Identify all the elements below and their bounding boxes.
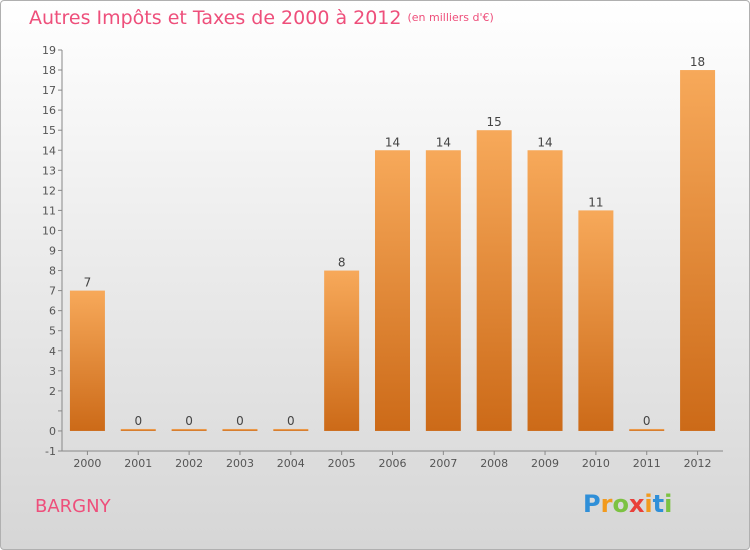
y-tick-label: 18	[42, 64, 56, 77]
x-tick-label: 2004	[277, 457, 305, 470]
y-tick-label: 4	[49, 345, 56, 358]
bar-value-label: 0	[134, 414, 142, 428]
logo-letter: P	[583, 490, 601, 518]
x-tick-label: 2001	[124, 457, 152, 470]
logo-letter: o	[612, 490, 629, 518]
bar-value-label: 7	[84, 276, 92, 290]
bar	[476, 130, 512, 431]
x-tick-label: 2008	[480, 457, 508, 470]
y-tick-label: 0	[49, 425, 56, 438]
bar	[425, 150, 461, 431]
bar	[69, 290, 105, 431]
bar	[629, 428, 665, 431]
y-tick-label: 16	[42, 104, 56, 117]
bar-value-label: 0	[643, 414, 651, 428]
y-tick-label: 13	[42, 164, 56, 177]
y-tick-label: 10	[42, 224, 56, 237]
y-tick-label: -1	[45, 445, 56, 458]
chart-unit: (en milliers d'€)	[407, 11, 494, 24]
x-tick-label: 2007	[429, 457, 457, 470]
proxiti-logo: Proxiti	[583, 490, 672, 518]
bar	[527, 150, 563, 431]
bar	[273, 428, 309, 431]
logo-letter: t	[652, 490, 665, 518]
bar-value-label: 14	[385, 135, 400, 149]
y-tick-label: 14	[42, 144, 56, 157]
y-tick-label: 5	[49, 325, 56, 338]
x-tick-label: 2006	[379, 457, 407, 470]
bar-value-label: 14	[537, 135, 552, 149]
chart-title: Autres Impôts et Taxes de 2000 à 2012 (en…	[29, 7, 494, 29]
bar-value-label: 0	[236, 414, 244, 428]
y-tick-label: 11	[42, 204, 56, 217]
y-tick-label: 9	[49, 245, 56, 258]
bar-value-label: 14	[436, 135, 451, 149]
logo-letter: x	[628, 490, 645, 518]
bar	[324, 270, 360, 431]
x-tick-label: 2012	[684, 457, 712, 470]
x-tick-label: 2010	[582, 457, 610, 470]
bar-value-label: 11	[588, 195, 603, 209]
bar	[680, 70, 716, 431]
y-tick-label: 8	[49, 265, 56, 278]
y-tick-label: 12	[42, 184, 56, 197]
bar-value-label: 8	[338, 256, 346, 270]
commune-name: BARGNY	[35, 496, 111, 517]
bar-value-label: 18	[690, 55, 705, 69]
y-tick-label: 17	[42, 84, 56, 97]
bar	[375, 150, 410, 431]
y-tick-label: 6	[49, 305, 56, 318]
x-tick-label: 2002	[175, 457, 203, 470]
logo-letter: r	[600, 490, 613, 518]
x-tick-label: 2011	[633, 457, 661, 470]
bar-value-label: 15	[487, 115, 502, 129]
bar-value-label: 0	[287, 414, 295, 428]
x-tick-label: 2005	[328, 457, 356, 470]
y-tick-label: 2	[49, 385, 56, 398]
x-tick-label: 2003	[226, 457, 254, 470]
x-tick-label: 2000	[73, 457, 101, 470]
logo-letter: i	[664, 490, 673, 518]
bar	[171, 428, 207, 431]
x-tick-label: 2009	[531, 457, 559, 470]
y-tick-label: 3	[49, 365, 56, 378]
bar	[578, 210, 614, 431]
chart-title-text: Autres Impôts et Taxes de 2000 à 2012	[29, 7, 402, 29]
y-tick-label: 19	[42, 44, 56, 57]
bar	[222, 428, 258, 431]
logo-letter: i	[644, 490, 653, 518]
bar	[120, 428, 156, 431]
y-tick-label: 15	[42, 124, 56, 137]
y-tick-label: 7	[49, 285, 56, 298]
bar-value-label: 0	[185, 414, 193, 428]
